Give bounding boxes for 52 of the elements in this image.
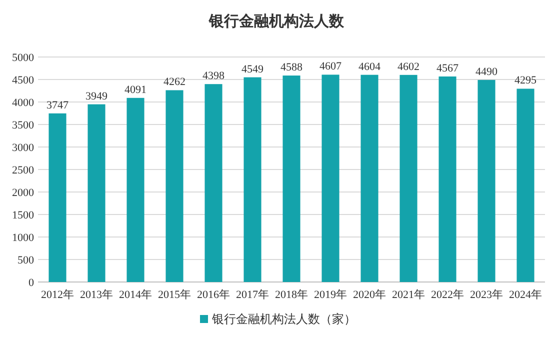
data-label: 4602 <box>398 60 420 73</box>
bar <box>438 76 456 282</box>
x-tick-label: 2013年 <box>80 289 113 301</box>
bar <box>360 74 378 282</box>
y-tick-label: 0 <box>28 277 34 289</box>
data-label: 3747 <box>46 99 69 112</box>
x-tick-label: 2016年 <box>197 289 230 301</box>
x-tick-label: 2017年 <box>236 289 269 301</box>
y-tick-label: 2000 <box>12 187 34 199</box>
bar <box>400 74 418 282</box>
x-tick-label: 2015年 <box>158 289 191 301</box>
bar <box>48 113 66 282</box>
bar <box>478 80 496 282</box>
x-tick-label: 2021年 <box>392 289 425 301</box>
x-tick-label: 2024年 <box>509 289 542 301</box>
bar <box>516 88 534 282</box>
x-tick-label: 2020年 <box>353 289 386 301</box>
x-tick-label: 2012年 <box>41 289 74 301</box>
bar <box>204 84 222 282</box>
chart-title: 银行金融机构法人数 <box>208 13 345 30</box>
bar <box>126 98 144 282</box>
y-tick-label: 1500 <box>12 210 34 222</box>
y-tick-label: 4500 <box>12 74 34 86</box>
data-label: 4490 <box>476 66 498 78</box>
legend-label: 银行金融机构法人数（家） <box>211 312 356 326</box>
x-tick-label: 2018年 <box>275 289 308 301</box>
bar <box>282 76 300 282</box>
data-label: 4604 <box>358 60 381 73</box>
data-label: 4549 <box>242 63 264 76</box>
y-tick-label: 3500 <box>12 120 34 132</box>
bar <box>166 90 184 282</box>
x-tick-label: 2022年 <box>431 289 464 301</box>
bar <box>322 74 340 282</box>
y-tick-label: 1000 <box>12 232 34 244</box>
data-label: 4607 <box>320 60 342 73</box>
y-tick-label: 3000 <box>12 142 34 154</box>
data-label: 4295 <box>514 74 537 87</box>
y-tick-label: 4000 <box>12 97 34 109</box>
x-tick-label: 2014年 <box>119 289 152 301</box>
bar <box>244 77 262 282</box>
data-label: 4398 <box>202 70 225 82</box>
data-label: 4588 <box>280 62 303 74</box>
data-label: 4567 <box>436 62 459 74</box>
data-label: 3949 <box>86 90 108 102</box>
data-label: 4262 <box>164 76 186 88</box>
y-tick-label: 500 <box>18 254 34 266</box>
x-tick-label: 2019年 <box>314 289 347 301</box>
bar <box>88 104 106 282</box>
data-label: 4091 <box>124 84 146 96</box>
y-tick-label: 2500 <box>12 164 34 176</box>
x-tick-label: 2023年 <box>470 289 503 301</box>
y-tick-label: 5000 <box>12 52 34 64</box>
